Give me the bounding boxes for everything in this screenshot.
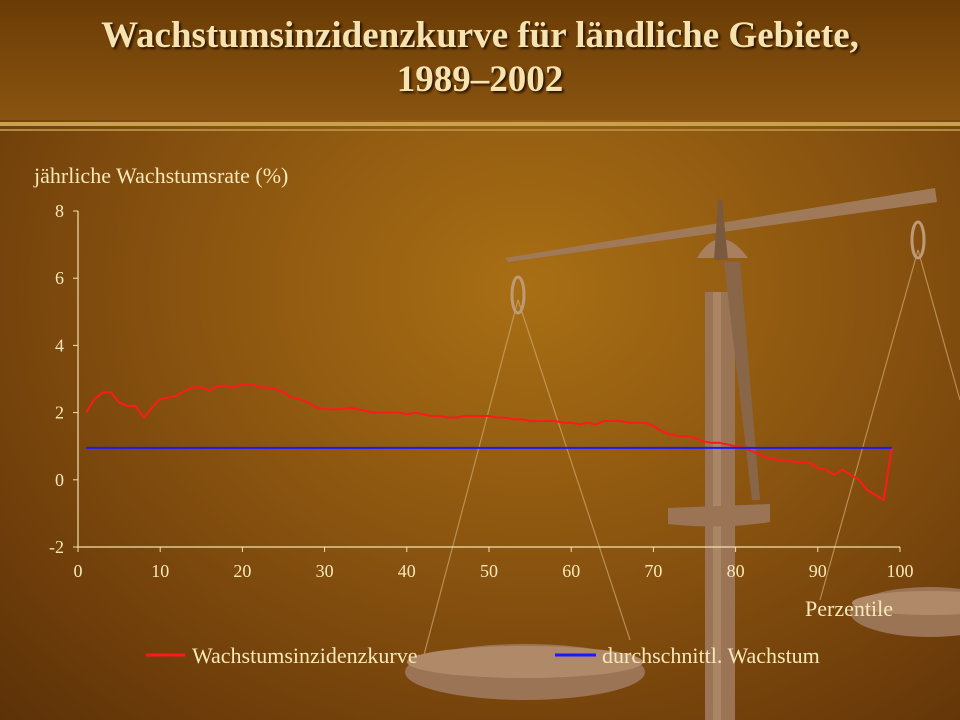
x-tick-label: 70 [644,561,662,581]
x-tick-label: 30 [316,561,334,581]
x-tick-label: 50 [480,561,498,581]
y-tick-label: 8 [55,201,64,221]
title-rule-thin [0,129,960,131]
x-tick-label: 0 [74,561,83,581]
slide-title-line-1: Wachstumsinzidenzkurve für ländliche Geb… [101,15,859,56]
y-tick-label: -2 [49,537,64,557]
y-tick-label: 2 [55,403,64,423]
legend-label-series-1: Wachstumsinzidenzkurve [192,643,418,668]
chart-series [85,383,893,501]
slide-title-line-2: 1989–2002 [396,59,564,100]
x-tick-label: 20 [233,561,251,581]
y-axis-title: jährliche Wachstumsrate (%) [33,163,288,188]
series-line-1 [85,383,893,501]
balance-scale-illustration [405,188,960,720]
legend-label-series-2: durchschnittl. Wachstum [602,643,820,668]
y-tick-label: 4 [55,335,64,355]
slide-title: Wachstumsinzidenzkurve für ländliche Geb… [0,14,960,102]
x-axis-title: Perzentile [805,596,893,621]
legend: Wachstumsinzidenzkurve durchschnittl. Wa… [146,643,820,668]
x-tick-label: 80 [727,561,745,581]
title-rule-thick [0,122,960,126]
y-tick-label: 6 [55,268,64,288]
y-tick-label: 0 [55,470,64,490]
x-tick-label: 40 [398,561,416,581]
x-tick-label: 60 [562,561,580,581]
title-band [0,0,960,120]
x-tick-label: 90 [809,561,827,581]
x-tick-label: 10 [151,561,169,581]
x-tick-label: 100 [887,561,914,581]
